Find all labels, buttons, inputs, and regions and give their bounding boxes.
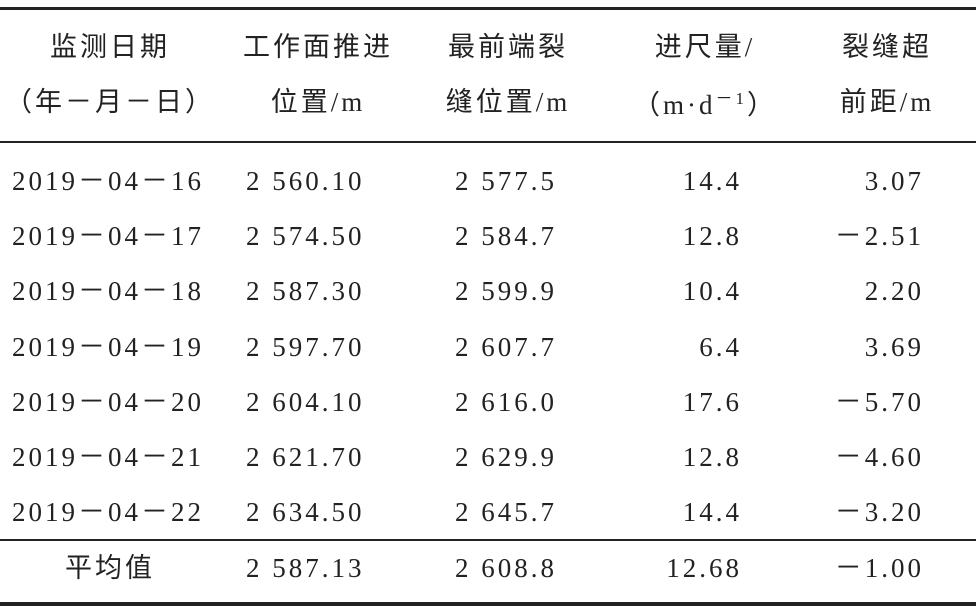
header-text: 位置/m [270, 87, 366, 117]
cell-text: 3.07 [864, 166, 924, 196]
cell-text: 2019－04－17 [12, 221, 204, 252]
cell-text: 2 607.7 [455, 331, 557, 362]
cell-text: 2.20 [864, 276, 924, 307]
cell-text: －2.51 [834, 221, 924, 252]
cell-text: 2019－04－21 [12, 442, 204, 472]
cell-text: 17.6 [682, 386, 742, 417]
cell-text: 2 574.50 [246, 221, 365, 252]
cell-text: 2019－04－19 [12, 331, 204, 362]
cell-text: 12.8 [682, 442, 742, 472]
cell-text: 2019－04－16 [12, 166, 204, 196]
cell-text: 2019－04－18 [12, 276, 204, 307]
header-text: 裂缝超 [842, 32, 932, 62]
footer-rule [0, 539, 976, 541]
cell-text: 2 634.50 [246, 497, 365, 528]
header-text: 监测日期 [50, 32, 170, 62]
cell-text: 6.4 [699, 331, 742, 362]
footer-label: 平均值 [65, 553, 155, 583]
header-rule [0, 141, 976, 143]
top-rule [0, 7, 976, 10]
cell-text: 2 560.10 [246, 166, 365, 196]
cell-text: 12.8 [682, 221, 742, 252]
footer-text: 12.68 [666, 553, 742, 583]
cell-text: 14.4 [682, 166, 742, 196]
cell-text: 2 645.7 [455, 497, 557, 528]
footer-text: －1.00 [834, 553, 924, 583]
header-text: （年－月－日） [5, 87, 215, 117]
cell-text: 2019－04－20 [12, 386, 204, 417]
header-text: 工作面推进 [243, 32, 393, 62]
cell-text: 2 577.5 [455, 166, 557, 196]
cell-text: 2 604.10 [246, 386, 365, 417]
cell-text: －5.70 [834, 386, 924, 417]
footer-text: 2 587.13 [246, 553, 365, 583]
cell-text: －3.20 [834, 497, 924, 528]
header-text: 前距/m [839, 87, 935, 117]
cell-text: 10.4 [682, 276, 742, 307]
cell-text: 2 597.70 [246, 331, 365, 362]
cell-text: 14.4 [682, 497, 742, 528]
cell-text: 2 599.9 [455, 276, 557, 307]
unit-part: －1 [715, 89, 747, 108]
cell-text: 2 621.70 [246, 442, 365, 472]
cell-text: 2 629.9 [455, 442, 557, 472]
cell-text: －4.60 [834, 442, 924, 472]
header-text: 缝位置/m [445, 87, 571, 117]
cell-text: 2 584.7 [455, 221, 557, 252]
cell-text: 2 587.30 [246, 276, 365, 307]
unit-part: （m·d [633, 90, 716, 120]
bottom-rule [0, 602, 976, 606]
cell-text: 3.69 [864, 331, 924, 362]
header-text: 最前端裂 [448, 32, 568, 62]
cell-text: 2019－04－22 [12, 497, 204, 528]
header-unit: （m·d－1） [633, 84, 777, 120]
footer-text: 2 608.8 [455, 553, 557, 583]
unit-part: ） [747, 90, 777, 120]
cell-text: 2 616.0 [455, 386, 557, 417]
header-text: 进尺量/ [654, 32, 756, 62]
